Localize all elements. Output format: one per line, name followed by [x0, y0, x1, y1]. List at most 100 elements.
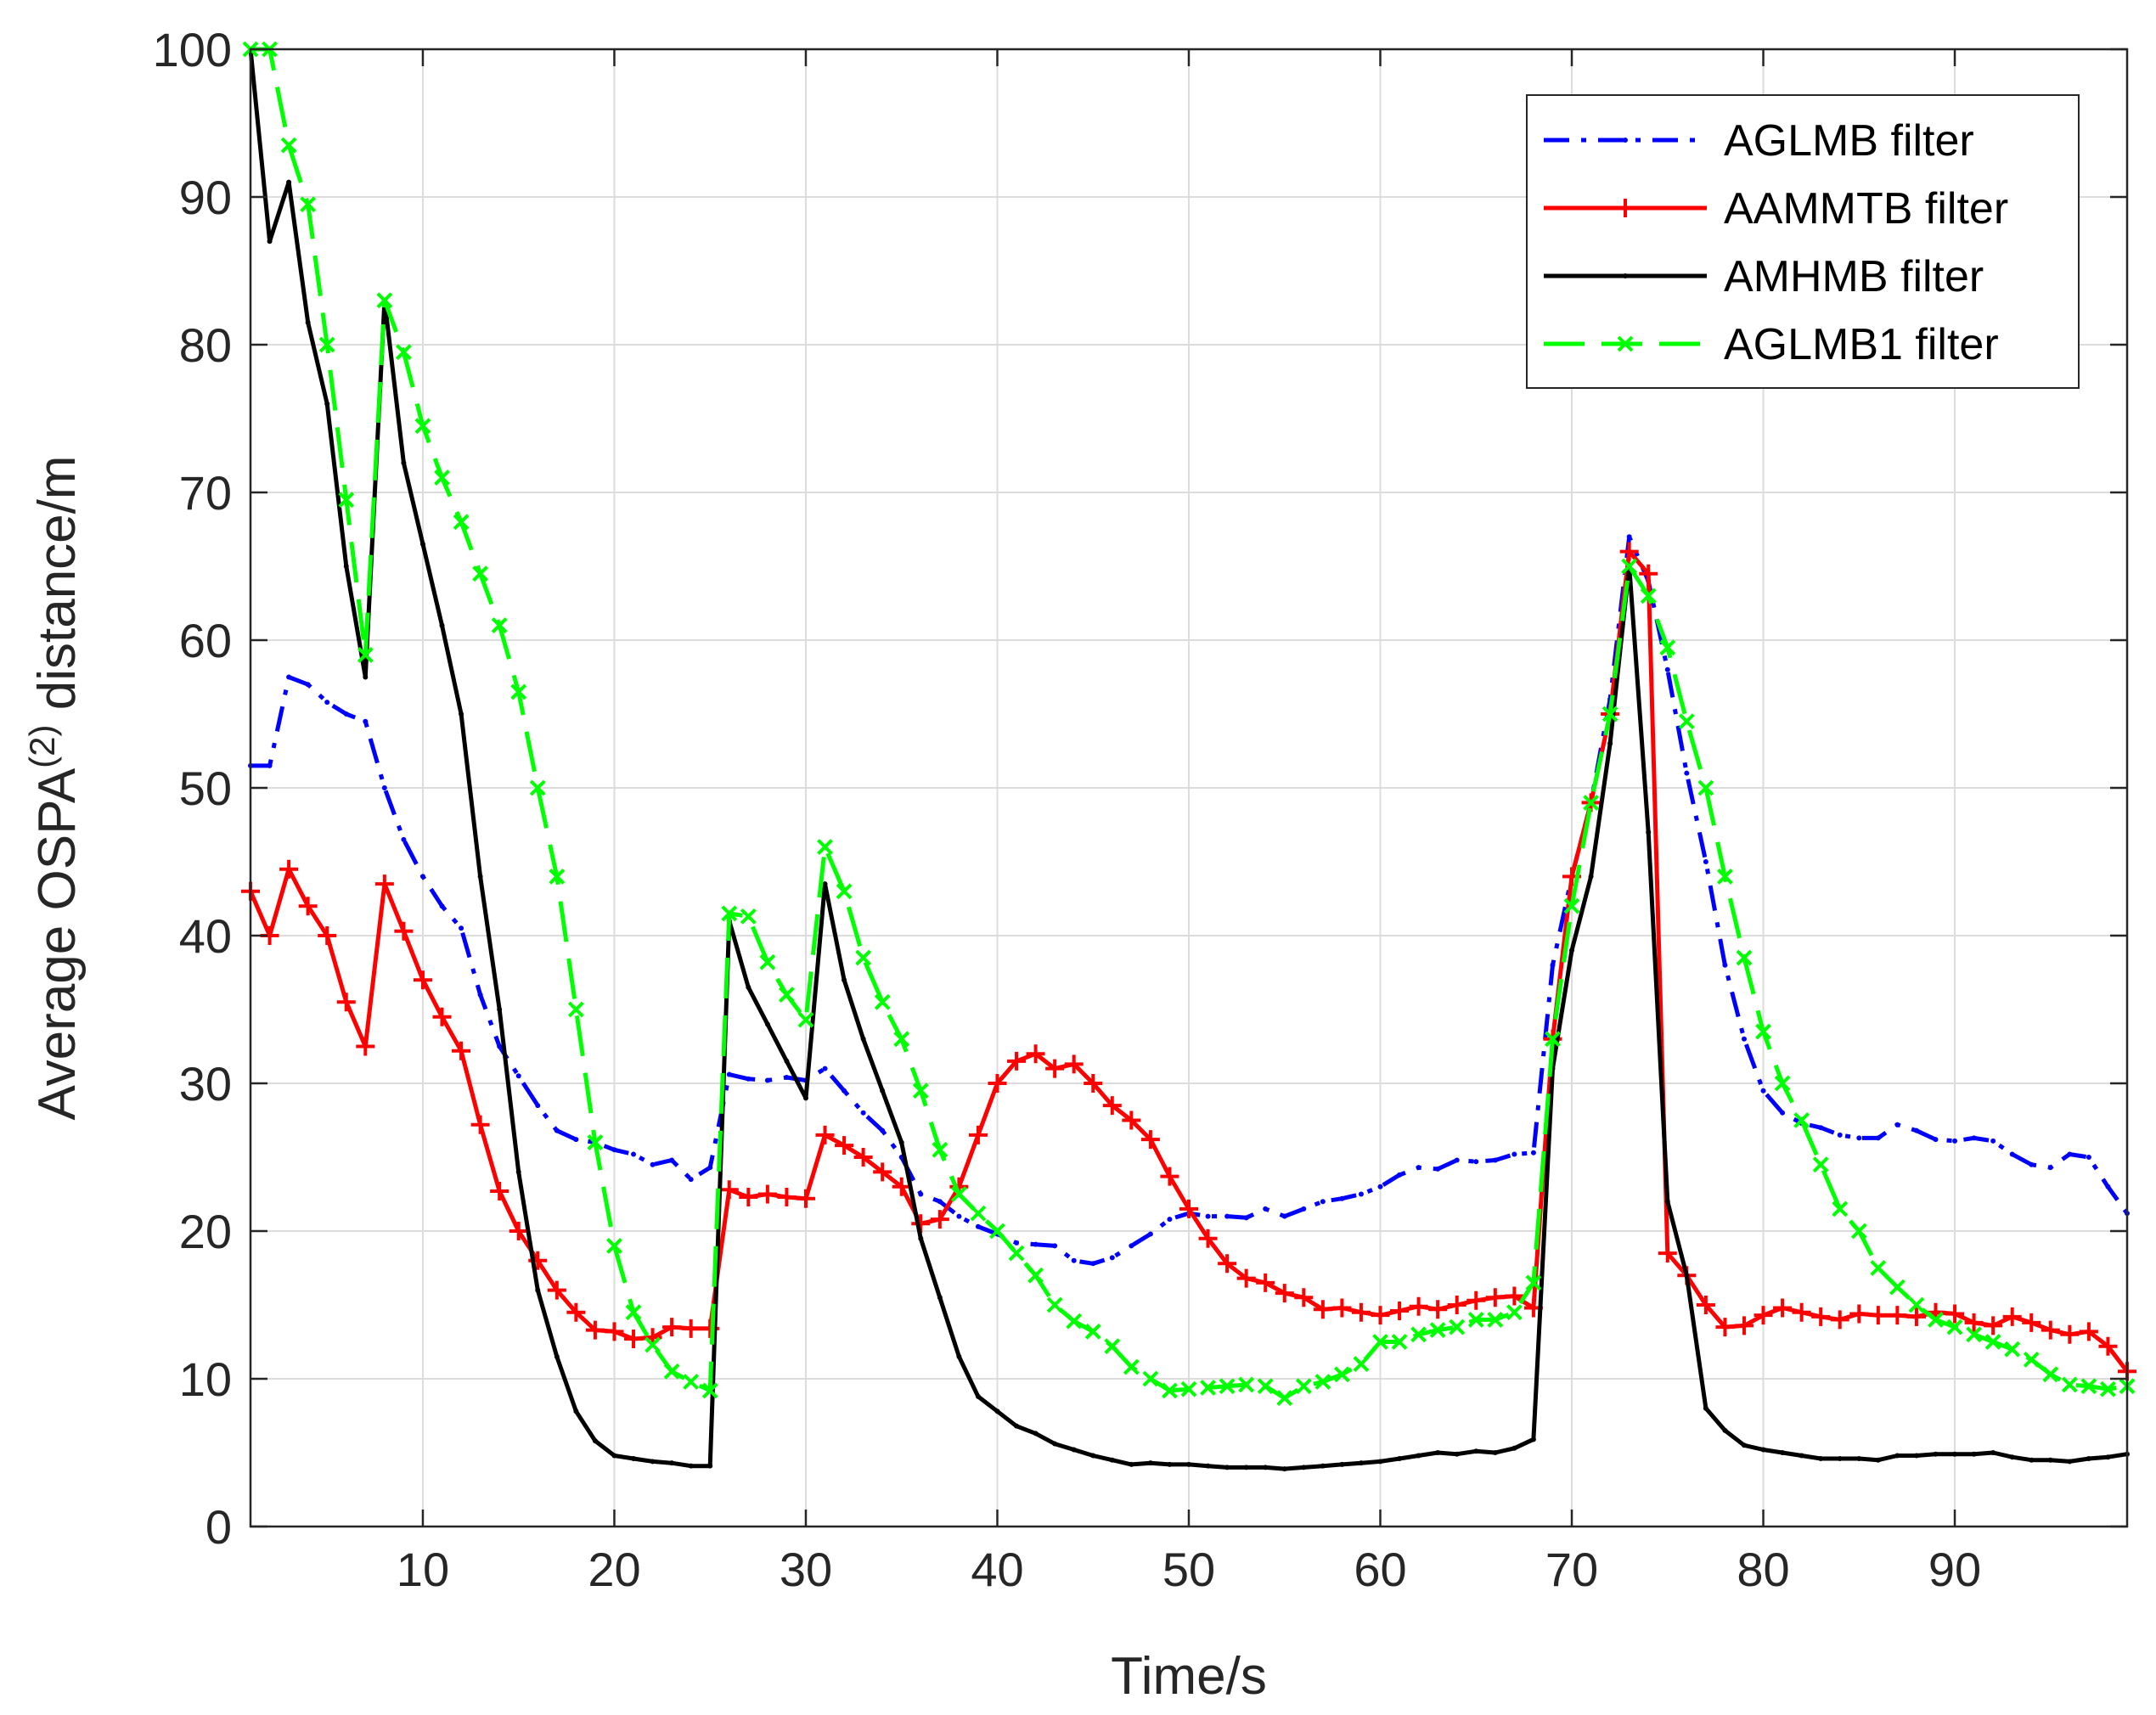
data-point-amhmb-filter [2009, 1454, 2015, 1460]
data-point-aglmb1-filter [1046, 1296, 1063, 1313]
data-point-amhmb-filter [1913, 1453, 1919, 1459]
data-point-aammtb-filter [1906, 1307, 1926, 1326]
data-point-aglmb-filter [1320, 1199, 1326, 1205]
data-point-aglmb1-filter [1162, 1382, 1178, 1399]
data-point-aammtb-filter [1313, 1300, 1332, 1319]
data-point-aglmb-filter [535, 1103, 541, 1109]
tick-labels: 10 20 30 40 50 60 70 80 90 0 10 20 30 40 50 60 70 80 90 100 [153, 23, 1982, 1596]
data-point-aglmb-filter [497, 1043, 503, 1049]
data-point-aglmb1-filter [1449, 1319, 1466, 1335]
data-point-amhmb-filter [975, 1393, 981, 1399]
data-point-aglmb-filter [937, 1199, 943, 1205]
data-point-aglmb1-filter [1640, 588, 1657, 604]
legend: AGLMB filter AAMMTB filter AMHMB filter AGL… [1526, 94, 2080, 389]
data-point-amhmb-filter [1186, 1461, 1191, 1467]
data-point-aammtb-filter [413, 970, 432, 990]
data-point-aglmb-filter [822, 1066, 828, 1071]
data-point-aglmb-filter [1454, 1157, 1460, 1163]
data-point-aglmb-filter [1243, 1215, 1249, 1221]
data-point-aglmb-filter [1492, 1157, 1498, 1163]
data-point-amhmb-filter [1109, 1457, 1115, 1463]
data-point-amhmb-filter [267, 239, 273, 245]
data-point-aglmb1-filter [625, 1304, 642, 1321]
data-point-aglmb1-filter [740, 908, 757, 925]
data-point-aglmb1-filter [1180, 1380, 1197, 1397]
y-tick-label: 90 [179, 171, 232, 224]
data-point-aammtb-filter [1275, 1284, 1294, 1303]
data-point-amhmb-filter [573, 1409, 579, 1414]
data-point-amhmb-filter [1377, 1459, 1383, 1465]
data-point-aglmb-filter [2047, 1165, 2053, 1171]
data-point-amhmb-filter [707, 1463, 713, 1469]
data-point-aammtb-filter [1371, 1306, 1390, 1325]
data-point-aglmb1-filter [683, 1374, 700, 1390]
data-point-aammtb-filter [968, 1125, 988, 1144]
data-point-aammtb-filter [1102, 1096, 1122, 1116]
data-point-aglmb-filter [401, 836, 407, 842]
data-point-aglmb1-filter [1832, 1200, 1849, 1217]
data-point-aglmb1-filter [874, 993, 891, 1010]
data-point-aglmb-filter [975, 1223, 981, 1229]
data-point-aammtb-filter [892, 1177, 911, 1196]
data-point-aglmb1-filter [529, 779, 546, 796]
data-point-aglmb-filter [1129, 1243, 1134, 1249]
y-axis-label-prefix: Average OSPA [28, 768, 87, 1120]
legend-item-amhmb-filter: AMHMB filter [1544, 252, 1984, 301]
data-point-aammtb-filter [1505, 1286, 1524, 1306]
data-point-amhmb-filter [477, 874, 483, 880]
data-point-aglmb1-filter [893, 1031, 910, 1048]
data-point-amhmb-filter [1664, 1199, 1670, 1205]
data-point-aammtb-filter [1179, 1199, 1198, 1218]
data-point-aglmb1-filter [472, 565, 489, 582]
data-point-aglmb1-filter [1027, 1267, 1044, 1284]
data-point-aglmb1-filter [912, 1082, 929, 1099]
data-point-aglmb-filter [1550, 962, 1556, 968]
data-point-aglmb-filter [1109, 1255, 1115, 1261]
data-point-amhmb-filter [363, 674, 369, 680]
data-point-aglmb1-filter [1908, 1296, 1925, 1313]
data-point-aglmb1-filter [1142, 1370, 1159, 1387]
data-point-amhmb-filter [1511, 1445, 1517, 1451]
data-point-aglmb-filter [1703, 859, 1708, 864]
data-point-aglmb-filter [1837, 1132, 1843, 1138]
legend-marker-aglmb-filter [1623, 138, 1628, 143]
data-point-aglmb-filter [1281, 1213, 1287, 1219]
y-axis-label: Average OSPA(2) distance/m [22, 455, 87, 1120]
series-line-aglmb1-filter [251, 47, 2128, 1401]
data-point-aglmb1-filter [1353, 1356, 1370, 1373]
data-point-amhmb-filter [1818, 1455, 1824, 1461]
data-point-aammtb-filter [1485, 1288, 1505, 1307]
data-point-aglmb-filter [746, 1076, 752, 1082]
data-point-amhmb-filter [898, 1139, 904, 1145]
data-point-amhmb-filter [822, 881, 828, 887]
data-point-aglmb-filter [363, 718, 369, 724]
data-point-aglmb1-filter [797, 1011, 814, 1028]
data-point-aammtb-filter [452, 1041, 471, 1060]
data-point-amhmb-filter [860, 1036, 866, 1042]
x-tick-label: 90 [1928, 1543, 1981, 1596]
data-point-aglmb1-filter [970, 1205, 987, 1222]
data-point-aglmb1-filter [1984, 1334, 2001, 1350]
data-point-aammtb-filter [1754, 1306, 1773, 1325]
data-point-amhmb-filter [1837, 1455, 1843, 1461]
x-tick-label: 30 [780, 1543, 832, 1596]
data-point-aglmb1-filter [1487, 1311, 1504, 1328]
data-point-aglmb-filter [1990, 1138, 1996, 1144]
data-point-aglmb1-filter [1066, 1313, 1083, 1330]
data-point-amhmb-filter [1033, 1431, 1039, 1437]
data-point-aammtb-filter [739, 1187, 758, 1206]
y-tick-label: 100 [153, 23, 232, 76]
data-point-amhmb-filter [1224, 1465, 1230, 1470]
data-point-aglmb-filter [324, 700, 330, 706]
data-point-amhmb-filter [305, 319, 311, 325]
data-point-aglmb1-filter [453, 514, 470, 531]
data-point-amhmb-filter [2029, 1457, 2035, 1463]
data-point-aglmb1-filter [318, 336, 335, 353]
data-point-aammtb-filter [1466, 1290, 1486, 1310]
data-point-amhmb-filter [1741, 1442, 1747, 1448]
legend-item-aglmb1-filter: AGLMB1 filter [1544, 320, 1999, 369]
data-point-aammtb-filter [1409, 1296, 1428, 1316]
data-point-aglmb1-filter [567, 1001, 584, 1018]
data-point-amhmb-filter [401, 460, 407, 466]
data-point-aglmb-filter [764, 1077, 770, 1083]
